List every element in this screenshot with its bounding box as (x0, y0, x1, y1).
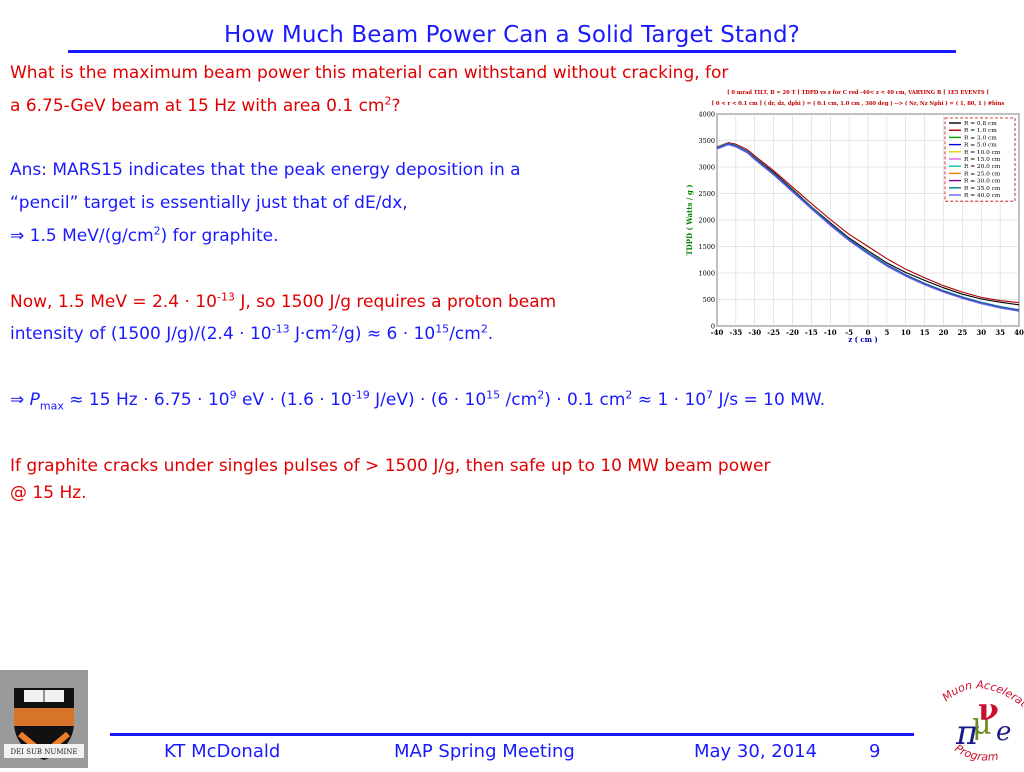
x-tick-label: 30 (976, 328, 986, 337)
x-tick-label: 40 (1014, 328, 1024, 337)
answer-line-3: ⇒ 1.5 MeV/(g/cm2) for graphite. (10, 224, 279, 246)
conclusion-line-1: If graphite cracks under singles pulses … (10, 456, 771, 476)
x-tick-label: -35 (730, 328, 743, 337)
legend-entry-label: R = 0.8 cm (964, 121, 997, 127)
x-tick-label: 10 (901, 328, 911, 337)
chart-header-line-1: [ 0 mrad TILT, B = 20 T ] TDPD vs z for … (727, 90, 989, 96)
pi-symbol-icon: π (955, 713, 979, 753)
tdpd-chart-svg: [ 0 mrad TILT, B = 20 T ] TDPD vs z for … (685, 90, 1024, 344)
legend-entry-label: R = 1.0 cm (964, 128, 997, 134)
x-tick-label: 20 (939, 328, 949, 337)
title-underline (68, 50, 956, 53)
legend-entry-label: R = 5.0 cm (964, 143, 997, 149)
slide-title: How Much Beam Power Can a Solid Target S… (224, 22, 800, 48)
x-tick-label: 5 (884, 328, 889, 337)
nu-symbol-icon: ν (978, 693, 999, 728)
y-tick-label: 2500 (698, 190, 715, 198)
muon-accelerator-program-logo: Muon Accelerator Program π μ ν e (929, 658, 1024, 768)
y-tick-label: 1500 (698, 243, 715, 251)
footer-date: May 30, 2014 (694, 741, 818, 762)
tdpd-chart: [ 0 mrad TILT, B = 20 T ] TDPD vs z for … (683, 86, 1024, 346)
x-tick-label: 0 (866, 328, 871, 337)
chart-header-line-2: [ 0 < r < 0.1 cm ] ( dr, dz, dphi ) = ( … (712, 100, 1005, 107)
y-tick-label: 2000 (698, 217, 715, 225)
y-tick-label: 0 (711, 323, 715, 331)
legend-entry-label: R = 25.0 cm (964, 171, 1001, 177)
legend-entry-label: R = 3.0 cm (964, 135, 997, 141)
legend-entry-label: R = 30.0 cm (964, 179, 1001, 185)
footer-page-number: 9 (869, 741, 881, 762)
chart-series-group (716, 142, 1020, 312)
implies-arrow-icon: ⇒ (10, 226, 25, 246)
footer-rule (110, 733, 914, 736)
x-tick-label: -30 (748, 328, 761, 337)
footer-author: KT McDonald (164, 741, 281, 762)
x-tick-label: -20 (786, 328, 799, 337)
x-tick-label: 15 (920, 328, 930, 337)
y-tick-label: 500 (703, 296, 715, 304)
x-tick-label: -10 (824, 328, 837, 337)
legend-entry-label: R = 20.0 cm (964, 164, 1001, 170)
y-tick-label: 3500 (698, 137, 715, 145)
pmax-equation: ⇒ Pmax ≈ 15 Hz · 6.75 · 109 eV · (1.6 · … (10, 388, 826, 413)
e-symbol-icon: e (996, 717, 1011, 747)
answer-line-1: Ans: MARS15 indicates that the peak ener… (10, 160, 521, 180)
mu-symbol-icon: μ (972, 707, 992, 742)
question-line-2: a 6.75-GeV beam at 15 Hz with area 0.1 c… (10, 94, 401, 116)
question-line-1: What is the maximum beam power this mate… (10, 63, 729, 83)
chart-legend: R = 0.8 cmR = 1.0 cmR = 3.0 cm R = 5.0 cm… (944, 117, 1016, 202)
x-tick-label: -25 (767, 328, 780, 337)
now-line-2: intensity of (1500 J/g)/(2.4 · 10-13 J·c… (10, 322, 494, 344)
seal-motto: DEI SUB NUMINE (11, 748, 78, 756)
chart-x-axis-label: z ( cm ) (848, 335, 878, 344)
series-line (716, 142, 1020, 304)
legend-entry-label: R = 10.0 cm (964, 150, 1001, 156)
chart-y-axis-label: TDPD ( Watts / g ) (685, 184, 694, 255)
x-tick-label: -5 (845, 328, 853, 337)
now-line-1: Now, 1.5 MeV = 2.4 · 10-13 J, so 1500 J/… (10, 290, 557, 312)
chart-ticks: -40 -35 -30 -25 -20 -15 -10 -5 0 5 10 15 20 25 30 35 400… (698, 111, 1024, 338)
implies-arrow-icon: ⇒ (10, 390, 25, 410)
footer-meeting: MAP Spring Meeting (394, 741, 575, 762)
x-tick-label: -15 (805, 328, 818, 337)
y-tick-label: 4000 (698, 111, 715, 119)
legend-entry-label: R = 15.0 cm (964, 157, 1001, 163)
answer-line-2: “pencil” target is essentially just that… (10, 193, 408, 213)
x-tick-label: 25 (958, 328, 968, 337)
y-tick-label: 1000 (698, 270, 715, 278)
x-tick-label: -40 (711, 328, 724, 337)
princeton-seal-logo: DEI SUB NUMINE (0, 670, 88, 768)
series-line (716, 144, 1020, 312)
x-tick-label: 35 (995, 328, 1005, 337)
y-tick-label: 3000 (698, 164, 715, 172)
legend-entry-label: R = 40.0 cm (964, 193, 1001, 199)
legend-entry-label: R = 35.0 cm (964, 186, 1001, 192)
conclusion-line-2: @ 15 Hz. (10, 483, 87, 503)
